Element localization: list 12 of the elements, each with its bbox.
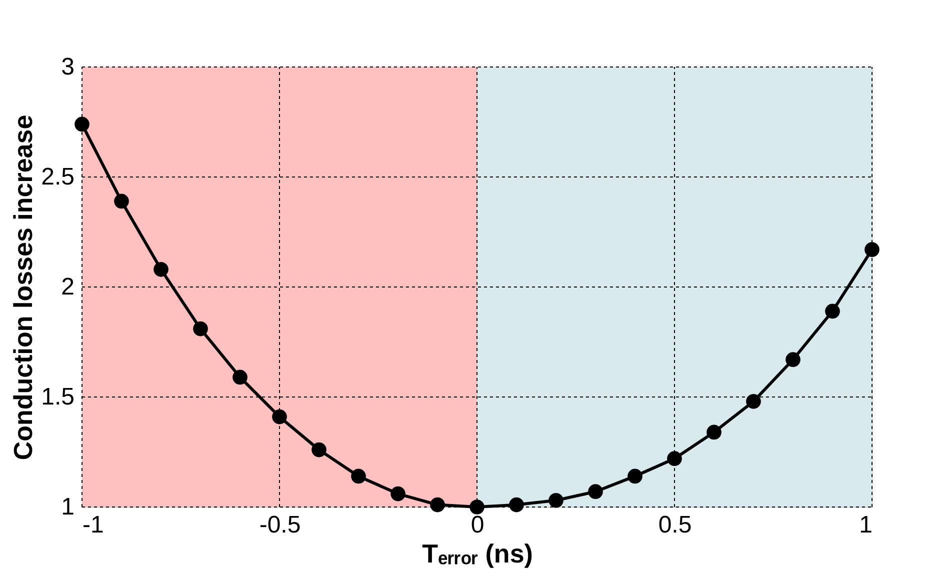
y-tick-label: 1 <box>61 494 74 520</box>
x-tick-label: -0.5 <box>259 512 301 538</box>
x-tick-label: -1 <box>82 512 104 538</box>
x-tick-label: 1 <box>859 512 872 538</box>
x-tick-label: 0.5 <box>658 512 692 538</box>
x-tick-label: 0 <box>470 512 484 538</box>
y-tick-label: 2.5 <box>41 164 74 190</box>
y-tick-label: 3 <box>61 54 74 80</box>
y-axis-title: Conduction losses increase <box>8 114 38 460</box>
x-axis-title: Tₑᵣᵣₒᵣ (ns) <box>422 538 533 568</box>
y-tick-label: 2 <box>61 274 74 300</box>
y-tick-label: 1.5 <box>41 384 74 410</box>
